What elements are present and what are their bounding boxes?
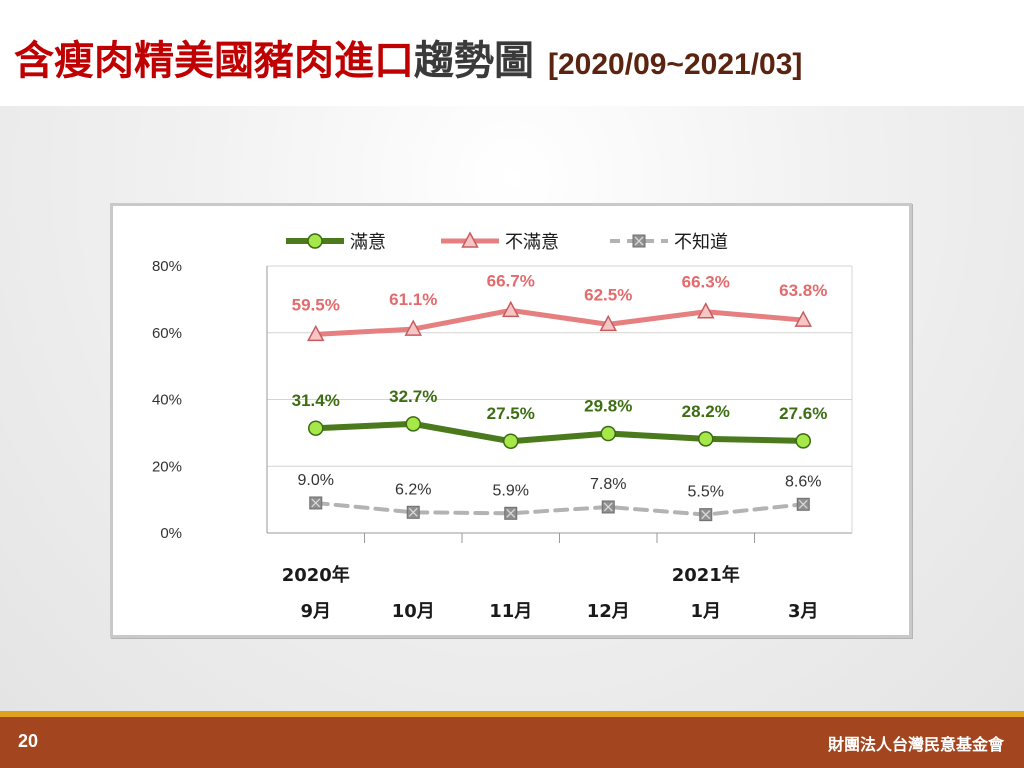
unknown-data-label: 8.6% bbox=[785, 473, 821, 490]
dissatisfied-point bbox=[599, 314, 618, 332]
satisfied-point bbox=[698, 431, 714, 447]
satisfied-series-line bbox=[312, 420, 807, 445]
unknown-point-cross bbox=[311, 498, 321, 508]
x-tick-label: 12月 bbox=[587, 601, 630, 622]
title-date-range: [2020/09~2021/03] bbox=[548, 48, 803, 81]
unknown-data-label: 9.0% bbox=[298, 472, 334, 489]
satisfied-point bbox=[503, 433, 519, 449]
y-tick-label: 20% bbox=[152, 458, 182, 475]
satisfied-data-label: 32.7% bbox=[389, 387, 437, 406]
satisfied-data-label: 27.5% bbox=[487, 404, 535, 423]
y-tick-label: 80% bbox=[152, 258, 182, 275]
legend-unknown-point-cross bbox=[634, 236, 644, 246]
unknown-data-label: 5.5% bbox=[688, 484, 724, 501]
chart-frame: 0% 20% 40% 60% 80% 9月 10月 11月 12月 1月 3月 2020年 2021年 3… bbox=[110, 203, 912, 638]
dissatisfied-data-label: 61.1% bbox=[389, 290, 437, 309]
legend-satisfied-point bbox=[307, 233, 323, 249]
dissatisfied-data-label: 63.8% bbox=[779, 281, 827, 300]
x-year-label: 2021年 bbox=[672, 564, 740, 586]
satisfied-data-label: 27.6% bbox=[779, 404, 827, 423]
legend-label: 不滿意 bbox=[505, 232, 559, 253]
unknown-point-cross bbox=[798, 499, 808, 509]
title-bar: 含瘦肉精美國豬肉進口趨勢圖 [2020/09~2021/03] bbox=[0, 0, 1024, 106]
dissatisfied-point bbox=[696, 302, 715, 319]
organization-name: 財團法人台灣民意基金會 bbox=[827, 735, 1004, 754]
unknown-point-cross bbox=[408, 507, 418, 517]
dissatisfied-point bbox=[794, 310, 813, 327]
legend-dissatisfied-point bbox=[461, 231, 479, 248]
dissatisfied-data-label: 59.5% bbox=[292, 295, 340, 314]
unknown-data-label: 6.2% bbox=[395, 481, 431, 498]
y-tick-label: 40% bbox=[152, 392, 182, 409]
x-tick-label: 10月 bbox=[392, 601, 435, 622]
unknown-point-cross bbox=[603, 502, 613, 512]
dissatisfied-data-label: 66.7% bbox=[487, 271, 535, 290]
satisfied-data-label: 28.2% bbox=[682, 402, 730, 421]
x-year-label: 2020年 bbox=[282, 564, 350, 586]
dissatisfied-point bbox=[501, 300, 520, 318]
satisfied-point bbox=[600, 425, 616, 442]
title-main: 含瘦肉精美國豬肉進口 bbox=[14, 38, 414, 84]
satisfied-point bbox=[308, 420, 324, 436]
satisfied-data-label: 29.8% bbox=[584, 397, 632, 416]
unknown-point-cross bbox=[701, 510, 711, 520]
dissatisfied-data-label: 62.5% bbox=[584, 285, 632, 304]
page-title: 含瘦肉精美國豬肉進口趨勢圖 [2020/09~2021/03] bbox=[14, 28, 802, 86]
unknown-data-label: 5.9% bbox=[493, 482, 529, 499]
satisfied-data-label: 31.4% bbox=[292, 391, 340, 410]
y-tick-label: 0% bbox=[160, 525, 182, 542]
legend-label: 不知道 bbox=[674, 232, 728, 253]
unknown-point-cross bbox=[506, 508, 516, 518]
unknown-series-line bbox=[313, 500, 806, 517]
satisfied-point bbox=[795, 433, 811, 449]
footer-bar: 20 財團法人台灣民意基金會 bbox=[0, 717, 1024, 768]
dissatisfied-data-label: 66.3% bbox=[682, 273, 730, 292]
x-tick-label: 3月 bbox=[788, 601, 819, 622]
satisfied-point bbox=[405, 416, 421, 432]
dissatisfied-point bbox=[306, 324, 325, 342]
dissatisfied-point bbox=[404, 319, 423, 336]
page-number: 20 bbox=[18, 731, 39, 751]
x-tick-label: 11月 bbox=[489, 601, 532, 622]
unknown-data-label: 7.8% bbox=[590, 476, 626, 493]
x-tick-label: 9月 bbox=[300, 601, 331, 622]
dissatisfied-series-line bbox=[313, 307, 806, 337]
title-suffix: 趨勢圖 bbox=[414, 38, 534, 84]
accent-stripe bbox=[0, 711, 1024, 717]
x-tick-label: 1月 bbox=[690, 601, 721, 622]
y-tick-label: 60% bbox=[152, 325, 182, 342]
line-chart: 0% 20% 40% 60% 80% 9月 10月 11月 12月 1月 3月 2020年 2021年 3… bbox=[152, 231, 853, 622]
legend-label: 滿意 bbox=[350, 232, 386, 253]
